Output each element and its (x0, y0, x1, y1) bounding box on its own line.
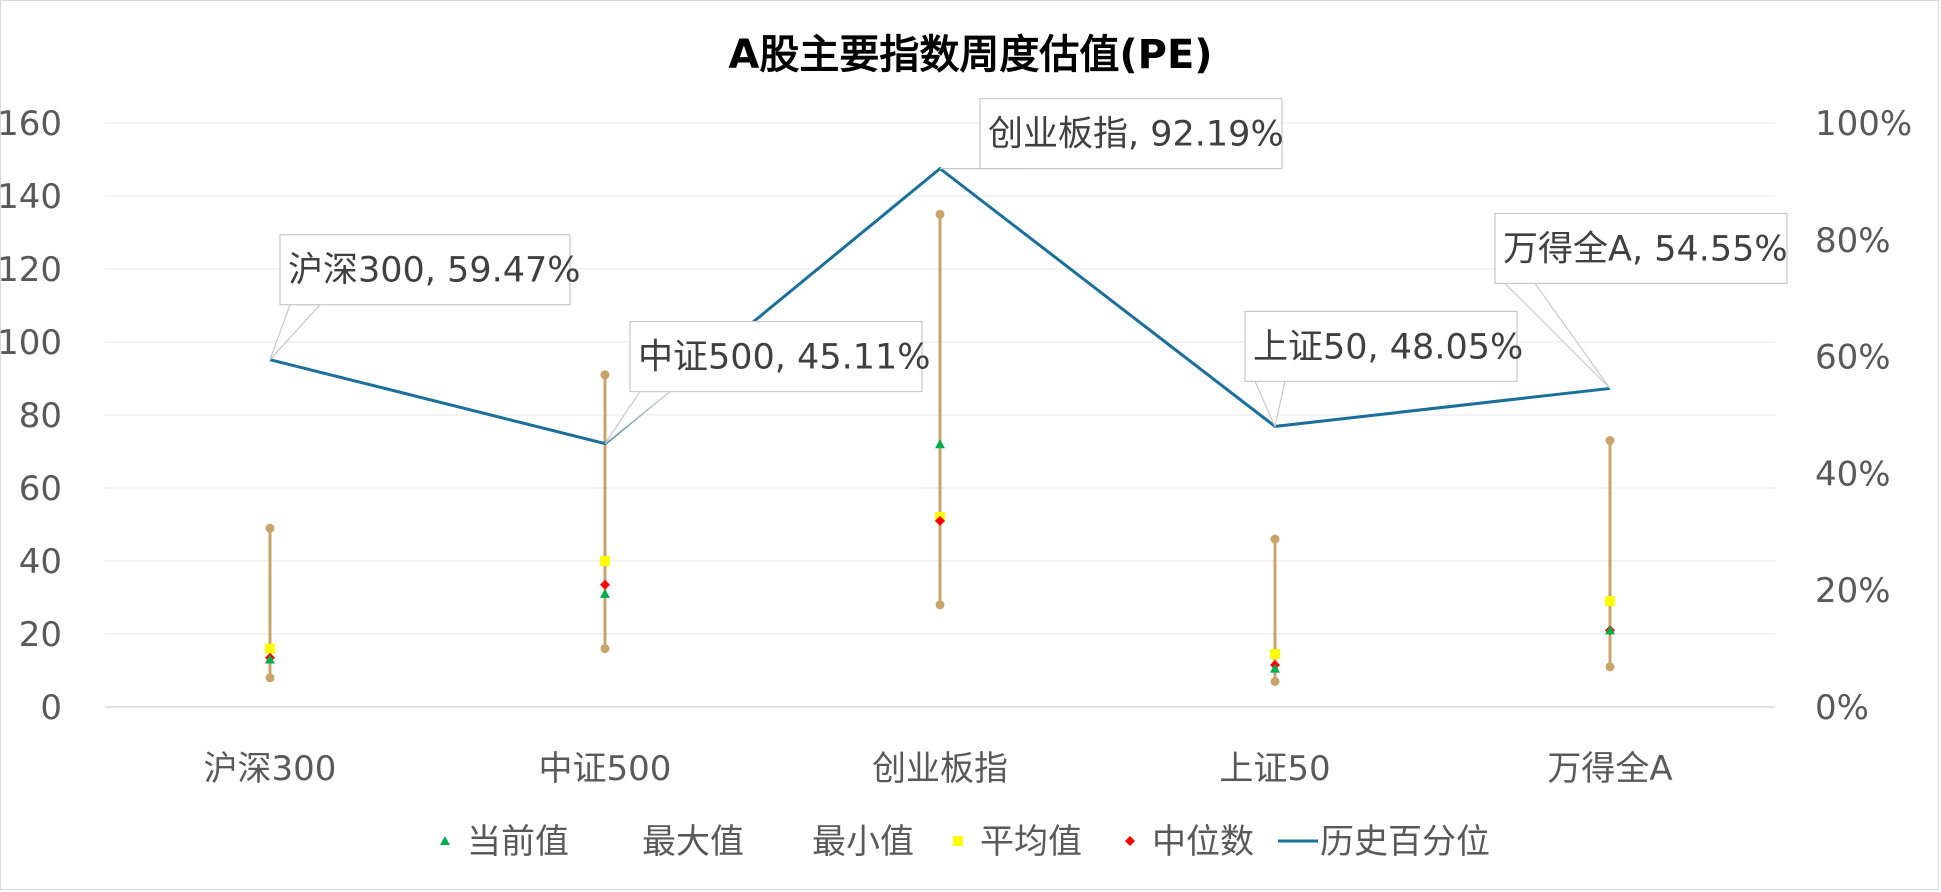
y-right-tick-label: 20% (1815, 571, 1891, 611)
legend-item: 历史百分位 (1278, 822, 1490, 862)
legend-item: 最大值 (642, 822, 744, 862)
callout-leader (1254, 380, 1286, 429)
legend-marker (440, 836, 450, 845)
chart-title: A股主要指数周度估值(PE) (728, 32, 1213, 78)
y-left-tick-label: 40 (19, 542, 62, 582)
legend-marker (953, 836, 963, 846)
callout-leader (269, 304, 322, 361)
callout-label: 万得全A, 54.55% (1503, 229, 1788, 269)
x-category-label: 上证50 (1219, 749, 1330, 789)
callout-label: 上证50, 48.05% (1253, 327, 1523, 367)
legend-label: 最小值 (812, 822, 914, 862)
max-point (1605, 436, 1615, 446)
max-point (600, 370, 610, 380)
legend-label: 中位数 (1152, 822, 1254, 862)
average-point (600, 556, 610, 566)
y-right-tick-label: 80% (1815, 221, 1891, 261)
average-point (1270, 649, 1280, 660)
callout-label: 中证500, 45.11% (638, 338, 931, 378)
current-point (600, 588, 610, 598)
legend-label: 最大值 (642, 822, 744, 862)
callout-box (279, 234, 571, 306)
legend-item: 当前值 (440, 822, 569, 862)
y-left-tick-label: 160 (0, 104, 62, 144)
x-category-label: 万得全A (1547, 749, 1672, 789)
legend-item: 最小值 (812, 822, 914, 862)
current-point (265, 654, 275, 664)
legend-item: 平均值 (953, 822, 1082, 862)
y-right-tick-label: 0% (1815, 688, 1869, 728)
min-point (600, 644, 610, 654)
callout-box (629, 320, 923, 393)
median-point (935, 515, 945, 526)
y-right-tick-label: 100% (1815, 104, 1912, 144)
callout-box (1494, 212, 1788, 285)
average-point (1605, 596, 1615, 607)
max-point (935, 209, 945, 219)
y-left-tick-label: 80 (19, 396, 62, 436)
y-right-tick-label: 40% (1815, 454, 1891, 494)
y-left-tick-label: 100 (0, 323, 62, 363)
max-point (1270, 534, 1280, 544)
current-point (1270, 663, 1280, 673)
average-point (265, 643, 275, 654)
median-point (600, 579, 610, 590)
y-left-tick-label: 0 (40, 688, 62, 728)
y-left-tick-label: 120 (0, 250, 62, 290)
x-category-label: 中证500 (539, 749, 672, 789)
y-right-tick-label: 60% (1815, 338, 1891, 378)
y-left-tick-label: 60 (19, 469, 62, 509)
min-point (1605, 662, 1615, 672)
min-point (1270, 676, 1280, 686)
callout-leader (604, 390, 672, 445)
y-left-tick-label: 140 (0, 177, 62, 217)
x-category-label: 沪深300 (204, 749, 337, 789)
current-point (935, 439, 945, 449)
legend-item: 中位数 (1125, 822, 1254, 862)
min-point (265, 673, 275, 683)
callout-box (979, 98, 1283, 170)
max-point (265, 523, 275, 533)
legend-marker (1125, 836, 1135, 846)
callout-box (1244, 310, 1518, 382)
callout-label: 沪深300, 59.47% (288, 251, 581, 291)
legend-label: 历史百分位 (1320, 822, 1490, 862)
current-point (1605, 625, 1615, 635)
y-left-tick-label: 20 (19, 615, 62, 655)
x-category-label: 创业板指 (872, 749, 1008, 789)
callout-label: 创业板指, 92.19% (988, 115, 1284, 155)
min-point (935, 600, 945, 610)
legend-label: 平均值 (980, 822, 1082, 862)
legend-label: 当前值 (467, 822, 569, 862)
